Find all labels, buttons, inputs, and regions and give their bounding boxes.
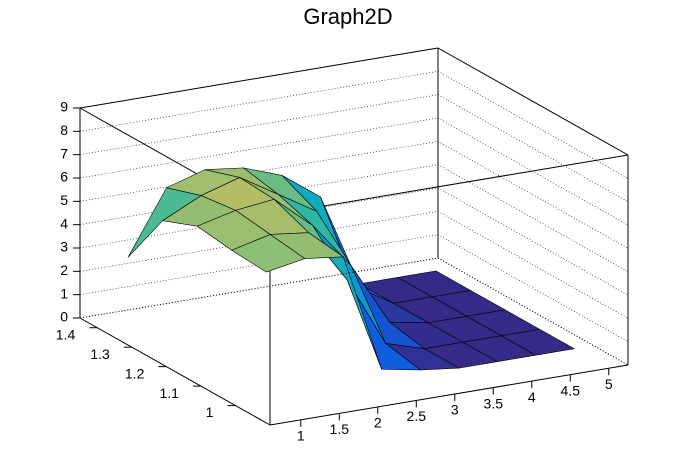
z-tick-label: 3 — [60, 239, 68, 255]
x-axis — [269, 364, 629, 426]
y-tick-label: 1 — [206, 404, 214, 420]
grid-line — [79, 211, 629, 319]
y-tick-label: 1.1 — [159, 385, 179, 401]
surface-cell — [231, 234, 306, 273]
frame-edge — [269, 154, 629, 216]
x-tick-label: 1.5 — [330, 421, 350, 437]
x-tick-label: 5 — [605, 376, 613, 392]
y-tick-label: 1.4 — [56, 326, 76, 342]
z-tick-label: 9 — [60, 99, 68, 115]
x-tick-label: 4.5 — [561, 382, 581, 398]
z-tick-label: 7 — [60, 145, 68, 161]
x-tick-label: 2 — [374, 415, 382, 431]
grid-line — [79, 117, 629, 226]
x-tick-label: 3.5 — [484, 395, 504, 411]
grid-line — [79, 47, 629, 156]
z-tick-label: 1 — [60, 285, 68, 301]
grid-line — [79, 94, 629, 202]
z-tick-label: 8 — [60, 122, 68, 138]
x-tick-label: 2.5 — [407, 408, 427, 424]
z-tick-label: 4 — [60, 215, 68, 231]
x-tick-label: 1 — [297, 428, 305, 444]
y-tick-label: 1.3 — [90, 346, 110, 362]
grid-line — [79, 234, 629, 342]
x-tick-label: 3 — [451, 402, 459, 418]
z-tick-label: 0 — [60, 309, 68, 325]
frame-edge — [437, 257, 629, 366]
grid-line — [79, 71, 629, 179]
y-axis — [79, 317, 271, 426]
y-tick-label: 1.2 — [125, 365, 145, 381]
z-tick-label: 6 — [60, 169, 68, 185]
z-tick-label: 5 — [60, 192, 68, 208]
frame-edge — [79, 257, 439, 319]
x-tick-label: 4 — [528, 389, 536, 405]
chart-title: Graph2D — [303, 4, 392, 29]
z-tick-label: 2 — [60, 262, 68, 278]
